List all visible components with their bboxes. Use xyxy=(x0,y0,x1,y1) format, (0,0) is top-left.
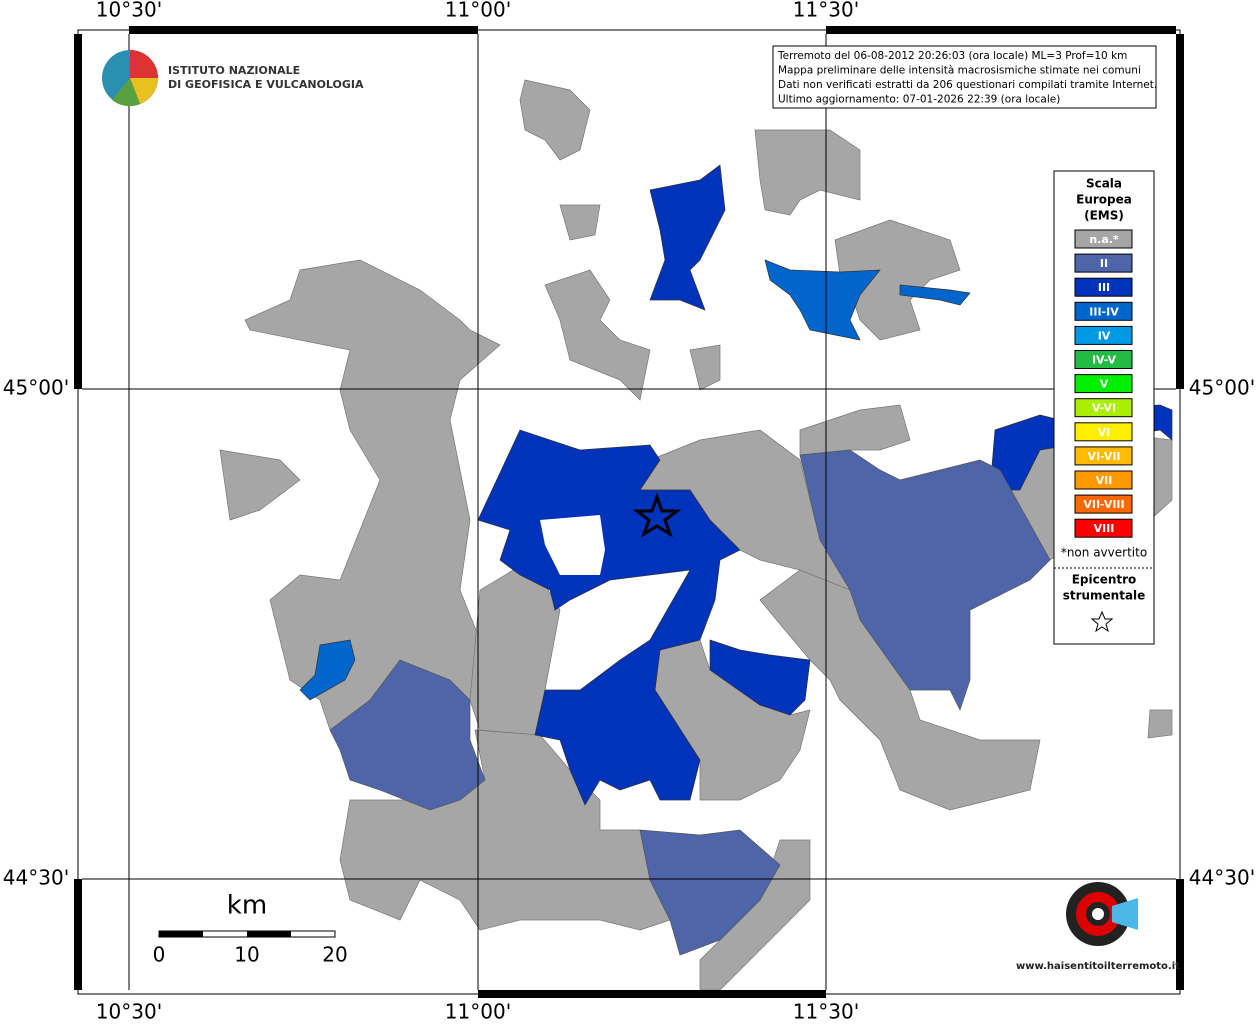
legend-label: VIII xyxy=(1094,522,1115,535)
legend-label: VI xyxy=(1098,426,1111,439)
legend-swatch xyxy=(1074,494,1133,514)
grid-label: 11°00' xyxy=(445,0,511,22)
info-box: Terremoto del 06-08-2012 20:26:03 (ora l… xyxy=(772,45,1157,109)
legend-swatch xyxy=(1074,518,1133,538)
area xyxy=(649,164,726,311)
area xyxy=(754,129,861,216)
area xyxy=(299,639,356,701)
legend-label: III-IV xyxy=(1089,305,1119,318)
frame-bar xyxy=(478,990,826,998)
ingv-logo: ISTITUTO NAZIONALE DI GEOFISICA E VULCAN… xyxy=(102,50,364,107)
legend-swatch xyxy=(1074,350,1133,369)
legend-swatch xyxy=(1074,446,1133,466)
legend-label: IV-V xyxy=(1092,354,1117,367)
legend-label: II xyxy=(1100,257,1108,270)
area xyxy=(639,829,781,956)
grid-label: 44°30' xyxy=(3,866,69,890)
legend-swatch xyxy=(1074,422,1133,442)
info-line: Ultimo aggiornamento: 07-01-2026 22:39 (… xyxy=(778,94,1060,106)
area xyxy=(764,259,881,341)
legend-title: (EMS) xyxy=(1084,209,1124,223)
area xyxy=(709,639,811,716)
legend-label: V xyxy=(1100,378,1109,391)
area-hole xyxy=(540,515,605,575)
legend-swatch xyxy=(1074,277,1133,297)
area xyxy=(689,344,721,391)
grid-label: 10°30' xyxy=(96,0,162,22)
frame-bar xyxy=(1176,879,1184,990)
legend-title: Scala xyxy=(1086,177,1122,191)
area xyxy=(559,204,601,241)
legend-swatch xyxy=(1074,229,1133,249)
frame-bar xyxy=(129,26,478,34)
frame-bar xyxy=(1176,34,1184,389)
grid-label: 11°30' xyxy=(793,0,859,22)
scale-label: 20 xyxy=(322,943,347,967)
logo-segment xyxy=(112,78,140,107)
area xyxy=(544,269,651,401)
info-lines: Terremoto del 06-08-2012 20:26:03 (ora l… xyxy=(777,50,1157,106)
grid-label: 45°00' xyxy=(3,376,69,400)
legend-swatch xyxy=(1074,374,1133,394)
grid-label: 11°30' xyxy=(793,1000,859,1024)
legend-swatch xyxy=(1074,325,1133,345)
logo-segment xyxy=(130,78,158,104)
area xyxy=(899,284,971,306)
grid-label: 10°30' xyxy=(96,1000,162,1024)
scale-segment xyxy=(247,931,291,937)
site-url: www.haisentitoilterremoto.it xyxy=(1016,961,1180,972)
area xyxy=(329,659,486,811)
legend-swatch xyxy=(1074,253,1133,273)
scale-label: 0 xyxy=(153,943,166,967)
legend-swatch xyxy=(1074,301,1133,321)
logo-text: ISTITUTO NAZIONALE xyxy=(168,64,300,77)
legend: ScalaEuropea(EMS)n.a.*IIIIIIII-IVIVIV-VV… xyxy=(1053,170,1155,645)
legend-label: VI-VII xyxy=(1087,450,1120,463)
legend-label: VII-VIII xyxy=(1083,498,1124,511)
area xyxy=(219,449,301,521)
legend-label: III xyxy=(1098,281,1110,294)
epicenter-star xyxy=(632,492,682,538)
grid-label: 44°30' xyxy=(1189,866,1255,890)
legend-label: V-VI xyxy=(1092,402,1116,415)
legend-note: *non avvertito xyxy=(1061,546,1147,560)
scale-unit: km xyxy=(227,891,267,921)
legend-title: Europea xyxy=(1076,193,1132,207)
frame-bar xyxy=(74,34,82,389)
grid-label: 11°00' xyxy=(445,1000,511,1024)
area xyxy=(339,729,671,931)
logo-speaker xyxy=(1112,898,1138,930)
logo-segment xyxy=(130,50,158,78)
logo-ring xyxy=(1092,908,1104,920)
area xyxy=(799,449,1051,711)
area xyxy=(1147,709,1173,739)
legend-label: n.a.* xyxy=(1089,233,1119,246)
grid-label: 45°00' xyxy=(1189,376,1255,400)
legend-swatch xyxy=(1074,470,1133,490)
frame xyxy=(74,26,1184,998)
scale-label: 10 xyxy=(234,943,259,967)
legend-label: VII xyxy=(1096,474,1113,487)
grid-lines xyxy=(82,34,1176,990)
legend-epicenter: strumentale xyxy=(1063,589,1146,603)
area xyxy=(519,79,591,161)
municipalities xyxy=(219,79,1173,991)
legend-epicenter: Epicentro xyxy=(1072,573,1137,587)
scale-segment xyxy=(159,931,203,937)
info-border xyxy=(772,45,1157,109)
frame-bar xyxy=(826,26,1176,34)
frame-bar xyxy=(74,879,82,990)
info-line: Terremoto del 06-08-2012 20:26:03 (ora l… xyxy=(777,50,1127,62)
scale-bar: km 0 10 20 xyxy=(153,891,348,967)
grid-labels: 10°30' 11°00' 11°30' 10°30' 11°00' 11°30' 45°0… xyxy=(3,0,1255,1024)
legend-swatch xyxy=(1074,398,1133,418)
legend-label: IV xyxy=(1098,329,1111,342)
info-line: Dati non verificati estratti da 206 ques… xyxy=(778,79,1157,91)
legend-star xyxy=(1090,610,1114,633)
info-line: Mappa preliminare delle intensità macros… xyxy=(778,65,1141,77)
logo-text: DI GEOFISICA E VULCANOLOGIA xyxy=(168,78,364,91)
site-logo: www.haisentitoilterremoto.it xyxy=(1016,882,1180,972)
